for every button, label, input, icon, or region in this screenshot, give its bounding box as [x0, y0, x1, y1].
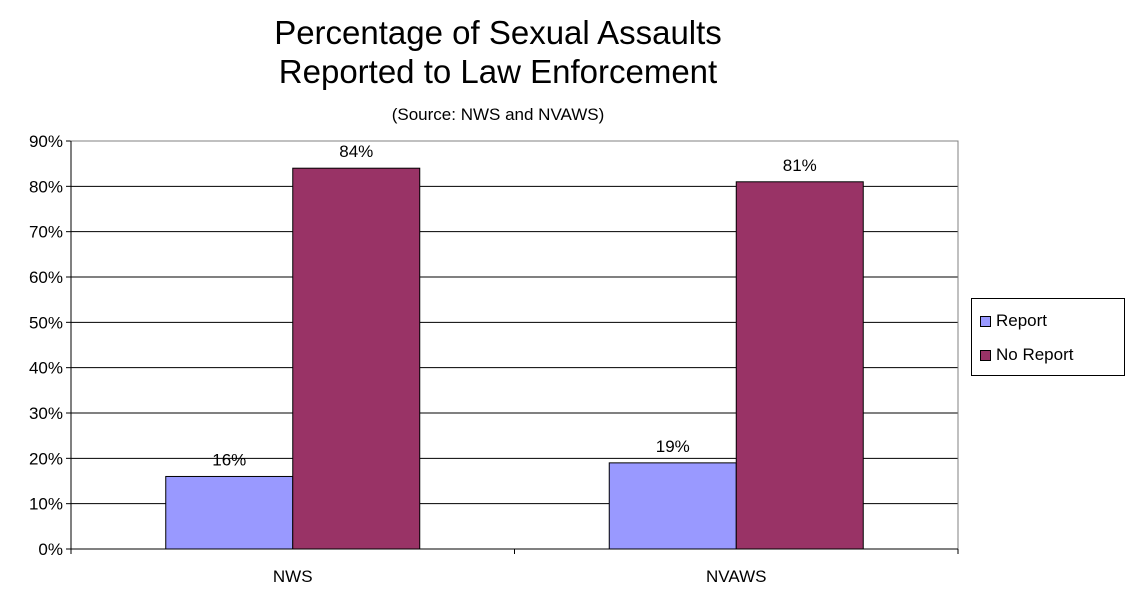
y-tick-label: 70%	[29, 223, 63, 242]
chart-subtitle: (Source: NWS and NVAWS)	[391, 105, 605, 124]
data-label: 81%	[783, 156, 817, 175]
legend-item-report: Report	[980, 310, 1047, 332]
y-tick-label: 80%	[29, 177, 63, 196]
bar-no-report-nvaws	[735, 181, 864, 550]
y-tick-label: 90%	[29, 132, 63, 151]
chart-title-line-2: Reported to Law Enforcement	[278, 53, 718, 90]
y-tick-label: 10%	[29, 495, 63, 514]
x-tick-label: NVAWS	[706, 567, 766, 586]
legend-label-report: Report	[996, 311, 1048, 330]
y-tick-label: 20%	[29, 449, 63, 468]
legend-swatch-no-report	[980, 349, 991, 361]
y-tick-label: 40%	[29, 359, 63, 378]
data-label: 84%	[339, 142, 373, 161]
legend-item-no-report: No Report	[980, 344, 1073, 366]
bar-report-nws	[165, 475, 294, 550]
y-tick-label: 30%	[29, 404, 63, 423]
y-tick-label: 60%	[29, 268, 63, 287]
y-tick-label: 50%	[29, 313, 63, 332]
bar-report-nvaws	[608, 462, 737, 550]
legend-label-no-report: No Report	[996, 345, 1074, 364]
bar-no-report-nws	[292, 167, 421, 550]
data-label: 16%	[212, 450, 246, 469]
chart-legend: Report No Report	[971, 298, 1125, 376]
y-tick-label: 0%	[38, 540, 63, 559]
chart-title-line-1: Percentage of Sexual Assaults	[274, 14, 722, 51]
x-tick-label: NWS	[273, 567, 313, 586]
data-label: 19%	[656, 437, 690, 456]
legend-swatch-report	[980, 315, 991, 327]
